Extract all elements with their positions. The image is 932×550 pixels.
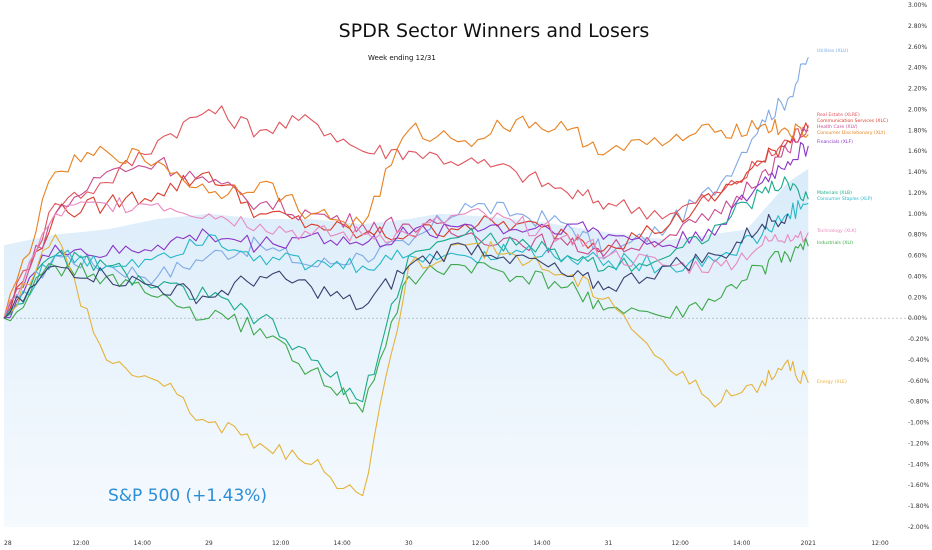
x-tick-label: 14:00 <box>134 540 151 547</box>
y-tick-label: 1.40% <box>908 169 927 176</box>
y-tick-label: 0.80% <box>908 232 927 239</box>
benchmark-label: S&P 500 (+1.43%) <box>108 486 267 506</box>
y-tick-label: 0.40% <box>908 273 927 280</box>
y-tick-label: 3.00% <box>908 2 927 9</box>
x-tick-label: 31 <box>605 540 613 547</box>
y-tick-label: 0.60% <box>908 253 927 260</box>
y-tick-label: -1.20% <box>908 440 930 447</box>
series-label-consumer-staples-xlp: Consumer Staples (XLP) <box>817 196 873 202</box>
series-line-communication-services-xlc <box>3 122 809 319</box>
series-line-utilities-xlu <box>3 57 809 319</box>
y-tick-label: -0.60% <box>908 378 930 385</box>
series-line-health-care-xlv <box>3 126 809 319</box>
series-line-technology-xlk <box>3 197 809 319</box>
x-tick-label: 12:00 <box>472 540 489 547</box>
x-tick-label: 12:00 <box>871 540 888 547</box>
y-tick-label: 2.20% <box>908 86 927 93</box>
y-tick-label: 1.60% <box>908 148 927 155</box>
series-label-energy-xle: Energy (XLE) <box>817 379 847 385</box>
y-tick-label: -2.00% <box>908 524 930 531</box>
x-tick-label: 14:00 <box>333 540 350 547</box>
series-line-consumer-discretionary-xly <box>3 115 809 319</box>
series-label-technology-xlk: Technology (XLK) <box>816 228 857 234</box>
x-tick-label: 12:00 <box>72 540 89 547</box>
x-tick-label: 12:00 <box>672 540 689 547</box>
x-tick-label: 2021 <box>801 540 816 547</box>
y-tick-label: -1.00% <box>908 420 930 427</box>
series-label-industrials-xli: Industrials (XLI) <box>817 240 853 246</box>
series-line-consumer-staples-xlp <box>3 200 809 319</box>
y-tick-label: -1.80% <box>908 503 930 510</box>
chart-title: SPDR Sector Winners and Losers <box>339 20 650 42</box>
x-tick-label: 14:00 <box>533 540 550 547</box>
y-tick-label: -0.80% <box>908 399 930 406</box>
y-tick-label: -0.40% <box>908 357 930 364</box>
benchmark-area <box>4 168 809 527</box>
series-label-real-estate-xlre: Real Estate (XLRE) <box>817 112 860 118</box>
series-label-communication-services-xlc: Communication Services (XLC) <box>817 118 888 124</box>
x-tick-label: 12:00 <box>272 540 289 547</box>
y-tick-label: 2.40% <box>908 65 927 72</box>
series-label-materials-xlb: Materials (XLB) <box>817 190 852 196</box>
series-line-energy-xle <box>3 234 809 497</box>
y-tick-label: 0.00% <box>908 315 927 322</box>
y-tick-label: 2.60% <box>908 44 927 51</box>
y-tick-label: 0.20% <box>908 294 927 301</box>
series-line-industrials-xli <box>3 237 809 413</box>
series-label-consumer-discretionary-xly: Consumer Discretionary (XLY) <box>817 130 886 136</box>
x-tick-label: 14:00 <box>733 540 750 547</box>
chart-subtitle: Week ending 12/31 <box>368 54 436 62</box>
y-tick-label: -1.40% <box>908 461 930 468</box>
series-label-health-care-xlv: Health Care (XLV) <box>817 124 858 130</box>
x-tick-label: 30 <box>405 540 413 547</box>
y-tick-label: -1.60% <box>908 482 930 489</box>
series-label-utilities-xlu: Utilities (XLU) <box>817 48 848 54</box>
y-tick-label: 2.80% <box>908 23 927 30</box>
y-tick-label: 1.80% <box>908 127 927 134</box>
y-tick-label: 1.20% <box>908 190 927 197</box>
y-tick-label: -0.20% <box>908 336 930 343</box>
x-tick-label: 29 <box>205 540 213 547</box>
y-tick-label: 1.00% <box>908 211 927 218</box>
y-tick-label: 2.00% <box>908 106 927 113</box>
series-line-unlabeled <box>3 213 789 319</box>
x-tick-label: 28 <box>4 540 12 547</box>
series-line-materials-xlb <box>3 176 809 403</box>
series-line-financials-xlf <box>3 142 809 319</box>
series-label-financials-xlf: Financials (XLF) <box>817 139 853 145</box>
